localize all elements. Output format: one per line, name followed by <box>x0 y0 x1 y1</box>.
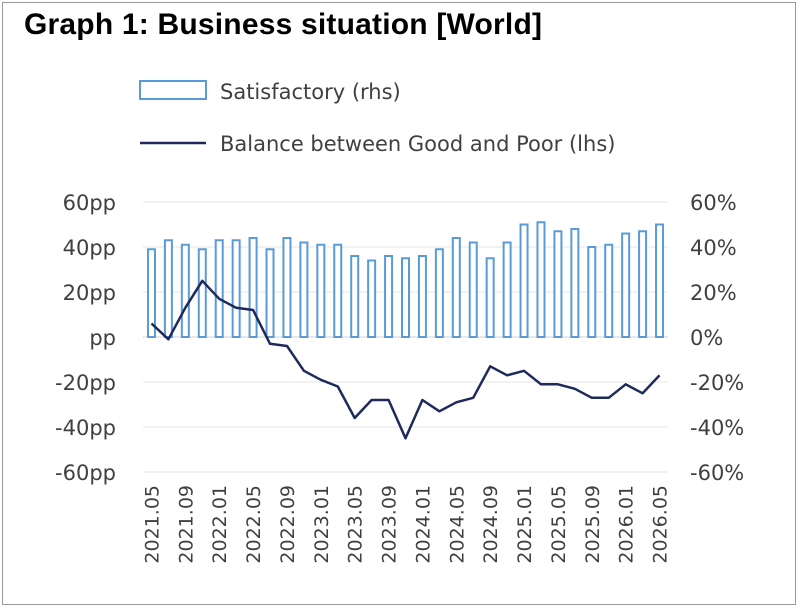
bar <box>587 246 597 338</box>
bar <box>655 223 665 338</box>
right-tick-label: -60% <box>690 461 744 485</box>
right-axis: 60% 40% 20% 0% -20% -40% -60% <box>690 191 744 485</box>
x-tick-label: 2022.09 <box>277 485 299 564</box>
bar <box>638 230 648 338</box>
bar <box>163 239 173 338</box>
bar <box>417 255 427 338</box>
bar <box>367 259 377 338</box>
legend: Satisfactory (rhs) Balance between Good … <box>139 80 615 156</box>
bar <box>146 248 156 338</box>
x-tick-label: 2022.01 <box>209 485 231 564</box>
bar <box>519 223 529 338</box>
bar <box>197 248 207 338</box>
bar <box>553 230 563 338</box>
bar <box>485 257 495 338</box>
right-tick-label: -40% <box>690 416 744 440</box>
bar <box>451 237 461 338</box>
x-tick-label: 2021.05 <box>141 485 163 564</box>
bar <box>180 243 190 338</box>
x-tick-label: 2023.05 <box>345 485 367 564</box>
bar <box>570 228 580 338</box>
left-tick-label: -60pp <box>55 461 116 485</box>
right-tick-label: 60% <box>690 191 737 215</box>
chart-title: Graph 1: Business situation [World] <box>24 8 543 41</box>
left-tick-label: 20pp <box>63 281 116 305</box>
legend-label-balance: Balance between Good and Poor (lhs) <box>220 132 615 156</box>
right-tick-label: 20% <box>690 281 737 305</box>
bar <box>468 241 478 338</box>
right-tick-label: 40% <box>690 236 737 260</box>
legend-label-satisfactory: Satisfactory (rhs) <box>220 80 401 104</box>
bar <box>434 248 444 338</box>
bar <box>214 239 224 338</box>
x-tick-label: 2025.05 <box>548 485 570 564</box>
x-tick-label: 2024.09 <box>480 485 502 564</box>
right-tick-label: -20% <box>690 371 744 395</box>
bar <box>502 241 512 338</box>
bar <box>621 232 631 338</box>
bar <box>401 257 410 338</box>
bar <box>282 237 292 338</box>
left-tick-label: pp <box>89 326 116 350</box>
x-tick-label: 2025.01 <box>514 485 536 564</box>
line-series <box>150 279 661 440</box>
left-tick-label: 40pp <box>63 236 116 260</box>
bar <box>265 248 275 338</box>
x-tick-label: 2025.09 <box>582 485 604 564</box>
x-tick-label: 2023.09 <box>379 485 401 564</box>
left-axis: 60pp 40pp 20pp pp -20pp -40pp -60pp <box>55 191 116 485</box>
x-tick-label: 2024.01 <box>412 485 434 564</box>
left-tick-label: -40pp <box>55 416 116 440</box>
bar <box>384 255 394 338</box>
bar <box>536 221 546 338</box>
bar <box>333 243 343 338</box>
x-tick-label: 2021.09 <box>175 485 197 564</box>
right-tick-label: 0% <box>690 326 723 350</box>
x-tick-label: 2026.05 <box>650 485 672 564</box>
bar <box>248 237 258 338</box>
legend-bar-swatch <box>139 80 207 100</box>
x-tick-label: 2022.05 <box>243 485 265 564</box>
x-tick-label: 2023.01 <box>311 485 333 564</box>
left-tick-label: 60pp <box>63 191 116 215</box>
x-tick-label: 2024.05 <box>446 485 468 564</box>
left-tick-label: -20pp <box>55 371 116 395</box>
bar <box>299 241 309 338</box>
bar <box>231 239 241 338</box>
bar <box>604 243 614 338</box>
bar <box>316 243 326 338</box>
x-tick-label: 2026.01 <box>616 485 638 564</box>
x-axis: 2021.05 2021.09 2022.01 2022.05 2022.09 2023.… <box>141 485 671 564</box>
bar <box>350 255 360 338</box>
bar-series <box>146 221 665 338</box>
